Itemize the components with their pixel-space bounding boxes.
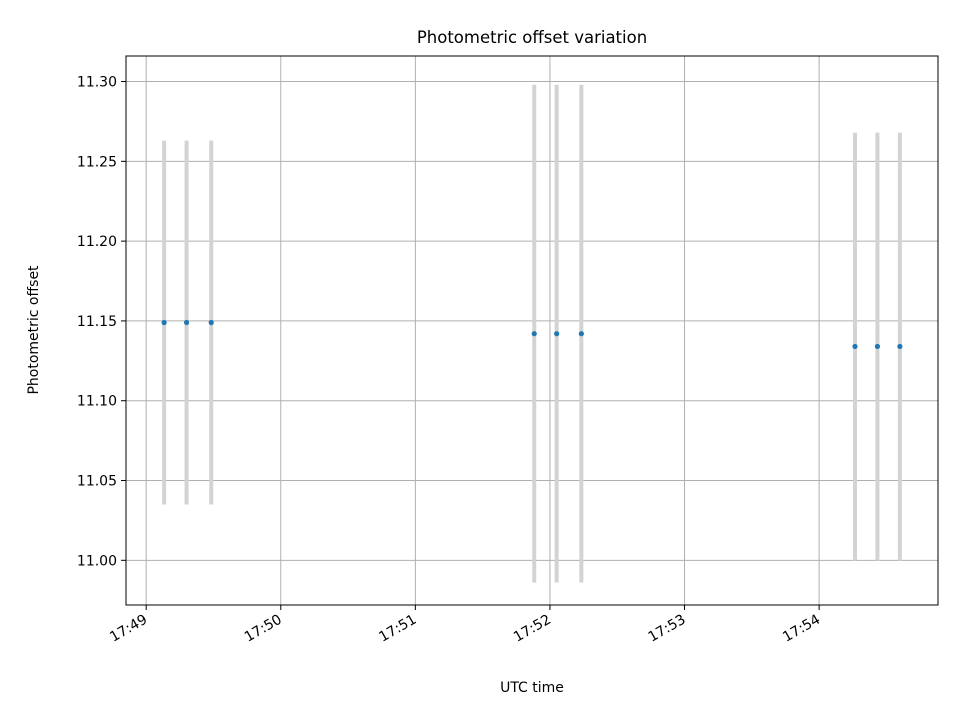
x-axis-label: UTC time — [500, 680, 564, 696]
grid — [126, 56, 938, 605]
data-point — [208, 319, 214, 326]
y-tick-label: 11.30 — [77, 75, 117, 91]
data-point — [531, 331, 537, 337]
data-point — [874, 343, 881, 350]
data-point — [554, 331, 560, 337]
y-axis-label: Photometric offset — [26, 265, 42, 395]
plot-frame — [125, 55, 939, 606]
data-point — [897, 343, 903, 350]
y-tick-label: 11.20 — [77, 234, 117, 250]
y-tick-label: 11.00 — [77, 553, 117, 569]
y-tick-label: 11.10 — [77, 394, 117, 410]
chart-title: Photometric offset variation — [417, 28, 647, 47]
y-tick-label: 11.25 — [77, 154, 117, 170]
y-tick-label: 11.05 — [77, 474, 117, 490]
data-point — [183, 319, 190, 326]
data-point — [161, 319, 167, 326]
data-points — [161, 319, 903, 350]
y-axis: 11.00 11.05 11.10 11.15 11.20 11.25 11.30 — [77, 75, 126, 569]
data-point — [578, 331, 584, 337]
y-tick-label: 11.15 — [77, 314, 117, 330]
data-point — [852, 343, 858, 350]
